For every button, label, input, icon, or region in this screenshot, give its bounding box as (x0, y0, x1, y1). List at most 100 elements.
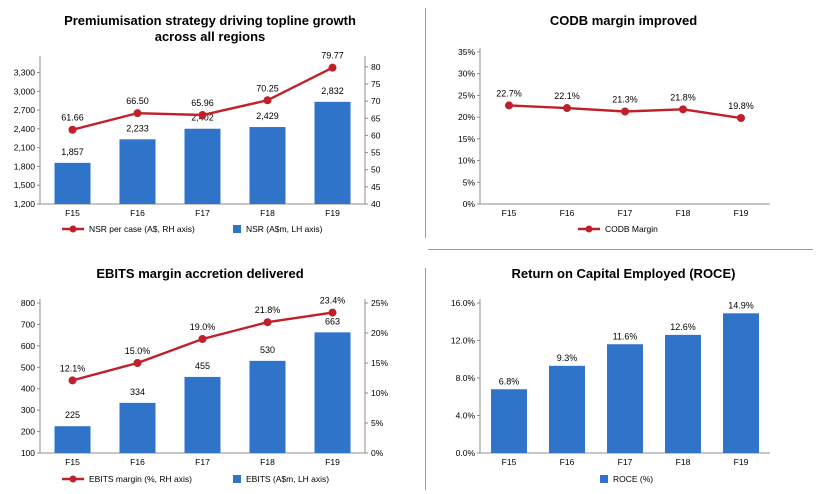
bar-value-label: 455 (195, 361, 210, 371)
line-point (621, 107, 629, 116)
bar-value-label: 9.3% (557, 353, 578, 363)
legend-label: CODB Margin (605, 224, 658, 234)
roce-chart-svg: 0.0% 4.0% 8.0% 12.0% 16.0% F15 F16 F17 F18 F19 6.8… (451, 298, 770, 484)
legend-line-marker (585, 225, 593, 233)
ebits-chart-panel: EBITS margin accretion delivered 100 200 3… (0, 255, 400, 494)
bar-value-label: 2,233 (126, 123, 149, 133)
y-tick-label: 15% (458, 134, 475, 144)
chart-title: Return on Capital Employed (ROCE) (511, 266, 736, 281)
bar (249, 127, 286, 204)
y2-tick-label: 10% (371, 388, 388, 398)
legend-label: NSR per case (A$, RH axis) (89, 224, 195, 234)
y2-tick-label: 60 (371, 130, 381, 140)
x-tick-label: F16 (560, 208, 575, 218)
legend-label: NSR (A$m, LH axis) (246, 224, 323, 234)
y2-tick-label: 45 (371, 182, 381, 192)
bar (665, 334, 701, 453)
y-tick-label: 2,400 (14, 124, 36, 134)
line-value-label: 21.3% (612, 94, 638, 104)
codb-chart-panel: CODB margin improved 0% 5% 10% 15% 20% 25% 30%… (430, 0, 817, 245)
line-value-label: 12.1% (60, 363, 86, 373)
x-tick-label: F16 (130, 208, 145, 218)
legend-line-marker (69, 475, 77, 483)
legend-label: EBITS margin (%, RH axis) (89, 474, 192, 484)
nsr-chart-panel: Premiumisation strategy driving topline … (0, 0, 400, 245)
bar (184, 128, 221, 204)
line-point (328, 308, 337, 317)
x-tick-label: F16 (560, 457, 575, 467)
bar-value-label: 1,857 (61, 147, 84, 157)
bar (184, 376, 221, 453)
line-value-label: 66.50 (126, 96, 149, 106)
line-value-label: 65.96 (191, 98, 214, 108)
bar (54, 426, 91, 453)
y-tick-label: 3,000 (14, 86, 36, 96)
x-tick-label: F17 (195, 208, 210, 218)
codb-chart-svg: 0% 5% 10% 15% 20% 25% 30% 35% F15 F16 F17 F18 F19 22.… (458, 47, 770, 234)
y2-tick-label: 75 (371, 79, 381, 89)
y2-tick-label: 15% (371, 358, 388, 368)
y2-tick-label: 80 (371, 62, 381, 72)
line-value-label: 19.0% (190, 322, 216, 332)
y2-tick-label: 25% (371, 298, 388, 308)
x-tick-label: F17 (195, 457, 210, 467)
line-value-label: 61.66 (61, 113, 84, 123)
y2-tick-label: 40 (371, 199, 381, 209)
y-tick-label: 12.0% (451, 336, 476, 346)
y-tick-label: 200 (21, 427, 35, 437)
y-tick-label: 500 (21, 362, 35, 372)
vertical-divider-top (425, 8, 426, 238)
line-value-label: 79.77 (321, 51, 344, 61)
bar (607, 344, 643, 453)
y-tick-label: 20% (458, 112, 475, 122)
line-value-label: 70.25 (256, 83, 279, 93)
y-tick-label: 0% (463, 199, 476, 209)
x-tick-label: F18 (260, 457, 275, 467)
x-tick-label: F15 (502, 457, 517, 467)
bar-value-label: 2,429 (256, 111, 279, 121)
y-tick-label: 1,800 (14, 161, 36, 171)
bar-value-label: 663 (325, 316, 340, 326)
y-tick-label: 4.0% (456, 411, 476, 421)
y-tick-label: 300 (21, 405, 35, 415)
bar (314, 332, 351, 453)
bar (314, 101, 351, 204)
bar-value-label: 225 (65, 410, 80, 420)
bar (491, 389, 527, 453)
line-value-label: 21.8% (255, 305, 281, 315)
y-tick-label: 1,200 (14, 199, 36, 209)
chart-title: EBITS margin accretion delivered (96, 266, 304, 281)
y2-tick-label: 0% (371, 448, 384, 458)
horizontal-divider-right (428, 249, 813, 250)
y2-tick-label: 50 (371, 165, 381, 175)
line-point (68, 376, 77, 385)
x-tick-label: F19 (325, 457, 340, 467)
y-tick-label: 100 (21, 448, 35, 458)
x-tick-label: F19 (734, 208, 749, 218)
y-tick-label: 25% (458, 90, 475, 100)
bar-value-label: 11.6% (613, 331, 638, 341)
bar-value-label: 2,832 (321, 86, 344, 96)
line-point (133, 109, 142, 118)
legend-bar-swatch (233, 475, 241, 483)
legend-bar-swatch (233, 225, 241, 233)
bar (549, 365, 585, 453)
line-point (263, 96, 272, 105)
bar-value-label: 12.6% (670, 322, 696, 332)
x-tick-label: F18 (260, 208, 275, 218)
line-value-label: 21.8% (670, 92, 696, 102)
y-tick-label: 5% (463, 177, 476, 187)
y-tick-label: 0.0% (456, 448, 476, 458)
line-value-label: 22.7% (496, 88, 522, 98)
y-tick-label: 400 (21, 384, 35, 394)
roce-chart-panel: Return on Capital Employed (ROCE) 0.0% 4.… (430, 255, 817, 494)
legend-label: EBITS (A$m, LH axis) (246, 474, 329, 484)
line-point (563, 104, 571, 113)
line-point (737, 114, 745, 123)
y2-tick-label: 70 (371, 96, 381, 106)
y-tick-label: 8.0% (456, 373, 476, 383)
y-tick-label: 16.0% (451, 298, 476, 308)
line-point (505, 101, 513, 110)
line-point (263, 318, 272, 327)
x-tick-label: F19 (734, 457, 749, 467)
